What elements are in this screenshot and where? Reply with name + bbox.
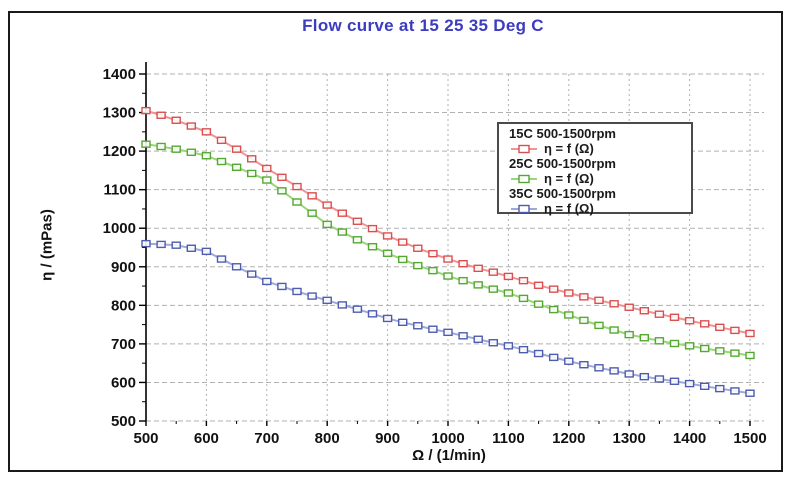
- svg-text:500: 500: [111, 413, 136, 430]
- legend-series-name: 35C 500-1500rpm: [509, 186, 616, 201]
- legend: 15C 500-1500rpm η = f (Ω) 25C 500-1500rp…: [497, 122, 693, 216]
- svg-text:1100: 1100: [103, 182, 136, 199]
- series-marker-icon: [511, 204, 537, 213]
- legend-series-label: η = f (Ω): [544, 171, 594, 186]
- svg-text:1000: 1000: [431, 430, 464, 447]
- series-marker-icon: [511, 174, 537, 183]
- svg-text:1500: 1500: [733, 430, 766, 447]
- svg-text:500: 500: [133, 430, 158, 447]
- svg-text:1200: 1200: [103, 143, 136, 160]
- svg-text:1000: 1000: [103, 220, 136, 237]
- series-curve-25c-500-1500rpm: [141, 140, 755, 360]
- svg-text:1300: 1300: [103, 105, 136, 122]
- series-curve-15c-500-1500rpm: [141, 106, 755, 338]
- svg-text:1400: 1400: [103, 66, 136, 83]
- svg-text:800: 800: [111, 297, 136, 314]
- svg-text:1100: 1100: [492, 430, 525, 447]
- legend-entry-25c: 25C 500-1500rpm η = f (Ω): [509, 156, 691, 186]
- svg-text:900: 900: [375, 430, 400, 447]
- legend-series-name: 15C 500-1500rpm: [509, 126, 616, 141]
- legend-entry-15c: 15C 500-1500rpm η = f (Ω): [509, 126, 691, 156]
- legend-entry-35c: 35C 500-1500rpm η = f (Ω): [509, 186, 691, 216]
- svg-text:600: 600: [111, 374, 136, 391]
- x-axis-label: Ω / (1/min): [412, 447, 486, 464]
- x-tick-marks: [145, 421, 751, 426]
- legend-series-label: η = f (Ω): [544, 141, 594, 156]
- figure-frame: Flow curve at 15 25 35 Deg C 500 600 700 80…: [8, 11, 783, 472]
- svg-text:1200: 1200: [552, 430, 585, 447]
- y-tick-marks: [139, 73, 146, 422]
- legend-series-label: η = f (Ω): [544, 201, 594, 216]
- svg-text:600: 600: [194, 430, 219, 447]
- svg-text:700: 700: [111, 336, 136, 353]
- svg-text:1400: 1400: [673, 430, 706, 447]
- chart-title: Flow curve at 15 25 35 Deg C: [302, 16, 544, 35]
- series-curve-35c-500-1500rpm: [141, 239, 755, 397]
- y-tick-labels: 500 600 700 800 900 1000 1100 1200 1300 1400: [103, 66, 136, 430]
- svg-text:800: 800: [315, 430, 340, 447]
- legend-series-name: 25C 500-1500rpm: [509, 156, 616, 171]
- svg-text:700: 700: [254, 430, 279, 447]
- svg-text:900: 900: [111, 259, 136, 276]
- x-tick-labels: 500 600 700 800 900 1000 1100 1200 1300 1400 1500: [133, 430, 766, 447]
- plot-area: 500 600 700 800 900 1000 1100 1200 1300 1400 500 60…: [103, 62, 767, 447]
- series-marker-icon: [511, 144, 537, 153]
- svg-text:1300: 1300: [613, 430, 646, 447]
